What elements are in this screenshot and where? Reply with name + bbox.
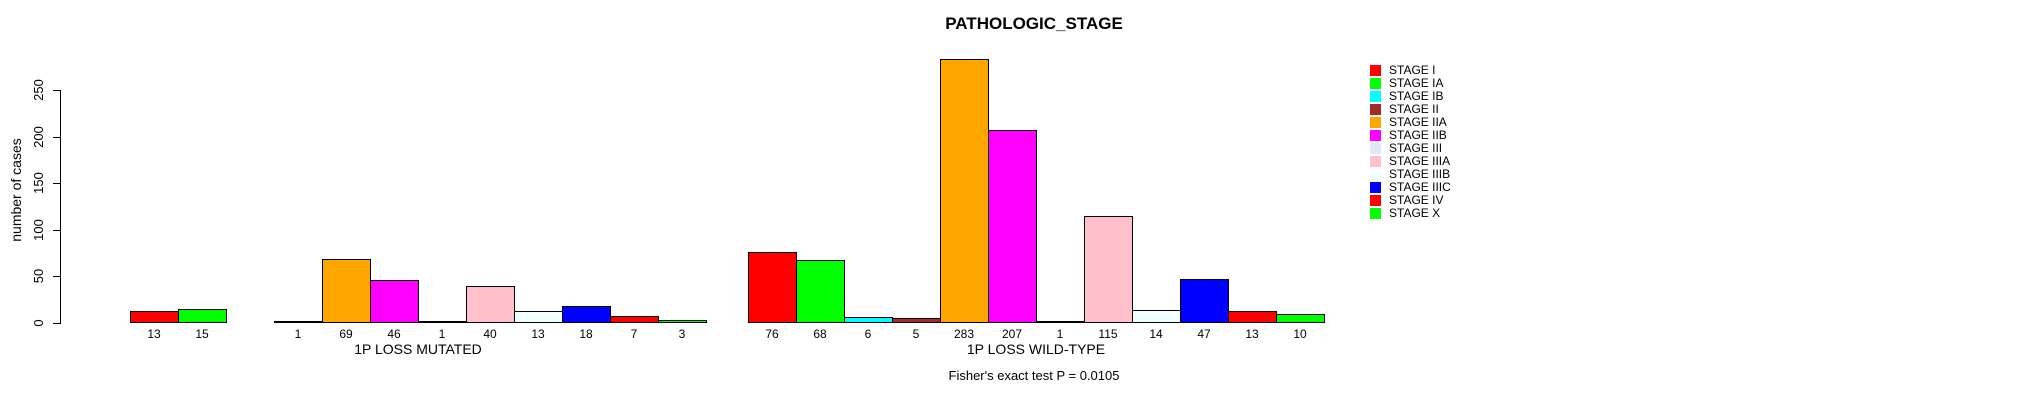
bar-stage-iia-1p-loss-mutated — [322, 259, 371, 323]
bar-value-stage-iii-1p-loss-mutated: 1 — [438, 327, 446, 341]
legend-swatch-stage-ia — [1370, 78, 1381, 89]
bar-value-stage-iiic-1p-loss-wild-type: 47 — [1197, 327, 1211, 341]
bar-value-stage-iiia-1p-loss-mutated: 40 — [483, 327, 497, 341]
bar-stage-iiib-1p-loss-mutated — [514, 311, 563, 323]
bar-value-stage-iiib-1p-loss-mutated: 13 — [531, 327, 545, 341]
bar-value-stage-iiic-1p-loss-mutated: 18 — [579, 327, 593, 341]
legend-swatch-stage-iii — [1370, 143, 1381, 154]
bar-stage-ib-1p-loss-wild-type — [844, 317, 893, 323]
bar-stage-iib-1p-loss-mutated — [370, 280, 419, 323]
bar-value-stage-iii-1p-loss-wild-type: 1 — [1056, 327, 1064, 341]
legend-row-stage-x: STAGE X — [1370, 206, 1570, 221]
bar-stage-ii-1p-loss-mutated — [274, 321, 323, 323]
legend-row-stage-iiib: STAGE IIIB — [1370, 167, 1570, 182]
legend-row-stage-iia: STAGE IIA — [1370, 115, 1570, 130]
legend-swatch-stage-iiib — [1370, 169, 1381, 180]
bar-stage-iiia-1p-loss-wild-type — [1084, 216, 1133, 323]
y-tick-mark-50 — [53, 276, 60, 277]
bar-stage-iia-1p-loss-wild-type — [940, 59, 989, 323]
group-label-1p-loss-mutated: 1P LOSS MUTATED — [354, 341, 482, 357]
bar-stage-ia-1p-loss-mutated — [178, 309, 227, 323]
bar-value-stage-iib-1p-loss-mutated: 46 — [387, 327, 401, 341]
bar-value-stage-iib-1p-loss-wild-type: 207 — [1001, 327, 1023, 341]
bar-value-stage-ib-1p-loss-wild-type: 6 — [864, 327, 872, 341]
group-label-1p-loss-wild-type: 1P LOSS WILD-TYPE — [966, 341, 1106, 357]
bar-stage-iii-1p-loss-wild-type — [1036, 321, 1085, 323]
legend-swatch-stage-iib — [1370, 130, 1381, 141]
legend-label-stage-ia: STAGE IA — [1389, 76, 1444, 90]
legend-label-stage-ii: STAGE II — [1389, 102, 1439, 116]
legend-swatch-stage-iia — [1370, 117, 1381, 128]
y-tick-mark-200 — [53, 137, 60, 138]
bar-value-stage-ia-1p-loss-wild-type: 68 — [813, 327, 827, 341]
y-tick-label-250: 250 — [31, 79, 46, 101]
bar-value-stage-i-1p-loss-mutated: 13 — [147, 327, 161, 341]
bar-value-stage-ii-1p-loss-mutated: 1 — [294, 327, 302, 341]
bar-value-stage-x-1p-loss-wild-type: 10 — [1293, 327, 1307, 341]
legend-label-stage-iib: STAGE IIB — [1389, 128, 1447, 142]
bar-value-stage-iv-1p-loss-wild-type: 13 — [1245, 327, 1259, 341]
bar-stage-ii-1p-loss-wild-type — [892, 318, 941, 323]
legend-label-stage-ib: STAGE IB — [1389, 89, 1444, 103]
legend-row-stage-iiic: STAGE IIIC — [1370, 180, 1570, 195]
legend-row-stage-ii: STAGE II — [1370, 102, 1570, 117]
legend-label-stage-iia: STAGE IIA — [1389, 115, 1447, 129]
bar-value-stage-iia-1p-loss-wild-type: 283 — [953, 327, 975, 341]
bar-value-stage-iv-1p-loss-mutated: 7 — [630, 327, 638, 341]
bar-value-stage-x-1p-loss-mutated: 3 — [678, 327, 686, 341]
bar-stage-x-1p-loss-wild-type — [1276, 314, 1325, 323]
legend-swatch-stage-x — [1370, 208, 1381, 219]
bar-stage-iii-1p-loss-mutated — [418, 321, 467, 323]
legend-row-stage-i: STAGE I — [1370, 63, 1570, 78]
y-axis-line — [60, 90, 61, 324]
bar-stage-iiic-1p-loss-mutated — [562, 306, 611, 323]
bar-stage-iv-1p-loss-mutated — [610, 316, 659, 323]
legend-row-stage-iv: STAGE IV — [1370, 193, 1570, 208]
bar-value-stage-iia-1p-loss-mutated: 69 — [339, 327, 353, 341]
legend-row-stage-ib: STAGE IB — [1370, 89, 1570, 104]
legend-label-stage-iiic: STAGE IIIC — [1389, 180, 1451, 194]
legend-label-stage-i: STAGE I — [1389, 63, 1436, 77]
bar-stage-ia-1p-loss-wild-type — [796, 260, 845, 323]
legend-label-stage-iv: STAGE IV — [1389, 193, 1444, 207]
y-tick-mark-250 — [53, 90, 60, 91]
bar-stage-iiia-1p-loss-mutated — [466, 286, 515, 323]
bar-value-stage-i-1p-loss-wild-type: 76 — [765, 327, 779, 341]
bar-stage-i-1p-loss-wild-type — [748, 252, 797, 323]
bar-value-stage-iiib-1p-loss-wild-type: 14 — [1149, 327, 1163, 341]
bar-stage-iiib-1p-loss-wild-type — [1132, 310, 1181, 323]
legend-label-stage-iiia: STAGE IIIA — [1389, 154, 1451, 168]
legend-swatch-stage-ii — [1370, 104, 1381, 115]
legend-row-stage-iiia: STAGE IIIA — [1370, 154, 1570, 169]
bar-value-stage-ii-1p-loss-wild-type: 5 — [912, 327, 920, 341]
y-tick-mark-100 — [53, 230, 60, 231]
chart-title: PATHOLOGIC_STAGE — [945, 14, 1123, 33]
bar-value-stage-iiia-1p-loss-wild-type: 115 — [1098, 327, 1118, 341]
y-tick-mark-0 — [53, 323, 60, 324]
legend-swatch-stage-iiic — [1370, 182, 1381, 193]
legend-label-stage-iiib: STAGE IIIB — [1389, 167, 1451, 181]
bar-stage-iiic-1p-loss-wild-type — [1180, 279, 1229, 323]
fisher-test-annotation: Fisher's exact test P = 0.0105 — [948, 368, 1120, 383]
legend-label-stage-iii: STAGE III — [1389, 141, 1443, 155]
legend-row-stage-iii: STAGE III — [1370, 141, 1570, 156]
legend-swatch-stage-ib — [1370, 91, 1381, 102]
y-tick-mark-150 — [53, 183, 60, 184]
bar-value-stage-ia-1p-loss-mutated: 15 — [195, 327, 209, 341]
legend-swatch-stage-iiia — [1370, 156, 1381, 167]
bar-stage-i-1p-loss-mutated — [130, 311, 179, 323]
bar-stage-iib-1p-loss-wild-type — [988, 130, 1037, 323]
bar-stage-x-1p-loss-mutated — [658, 320, 707, 323]
bar-stage-iv-1p-loss-wild-type — [1228, 311, 1277, 323]
legend-swatch-stage-i — [1370, 65, 1381, 76]
legend-label-stage-x: STAGE X — [1389, 206, 1441, 220]
legend-swatch-stage-iv — [1370, 195, 1381, 206]
legend-row-stage-ia: STAGE IA — [1370, 76, 1570, 91]
legend-row-stage-iib: STAGE IIB — [1370, 128, 1570, 143]
y-axis-title: number of cases — [8, 138, 24, 242]
